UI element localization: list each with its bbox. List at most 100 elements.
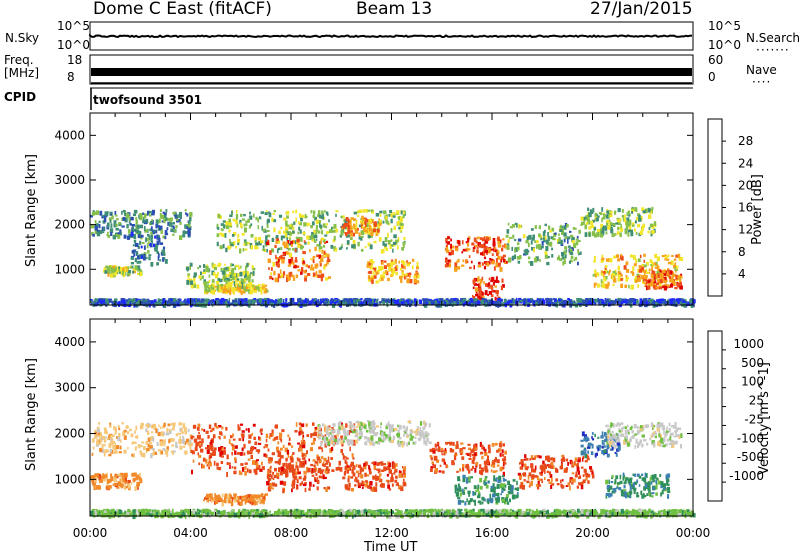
power-cell — [148, 254, 151, 256]
power-cell — [247, 284, 249, 287]
power-cell — [643, 278, 645, 281]
power-cell — [132, 250, 135, 253]
power-cell — [115, 272, 117, 276]
power-cell — [534, 258, 537, 263]
power-cell — [151, 226, 153, 230]
velocity-cell — [403, 425, 406, 429]
velocity-cell — [293, 474, 296, 478]
power-cell — [280, 227, 282, 229]
velocity-cell — [355, 440, 358, 444]
power-cell — [383, 210, 386, 214]
velocity-cell — [179, 446, 182, 450]
power-cell — [188, 232, 191, 237]
power-cell — [511, 247, 513, 251]
velocity-cell — [348, 476, 350, 479]
power-cell — [232, 234, 235, 237]
power-cell — [197, 267, 199, 269]
power-cell — [396, 210, 399, 214]
power-cell — [576, 241, 579, 245]
power-cell — [635, 220, 637, 223]
velocity-cell — [373, 422, 375, 424]
power-cell — [657, 256, 660, 261]
velocity-cell — [136, 435, 138, 439]
power-cell — [327, 213, 329, 216]
power-cell — [161, 215, 164, 220]
power-ytick-label: 2000 — [54, 218, 85, 232]
velocity-cell — [339, 421, 341, 425]
power-cell — [417, 262, 419, 267]
velocity-cell — [389, 463, 391, 467]
velocity-cell — [240, 463, 243, 466]
power-cell — [94, 212, 97, 215]
power-cell — [194, 272, 197, 276]
power-cell — [516, 223, 518, 228]
power-cell — [348, 234, 350, 237]
power-cell — [353, 226, 355, 229]
velocity-cell — [408, 421, 411, 424]
velocity-cell — [272, 452, 275, 455]
velocity-cell — [234, 500, 237, 503]
power-cell — [580, 252, 582, 255]
power-cell — [305, 270, 307, 272]
velocity-cell — [203, 458, 206, 462]
power-cell — [447, 237, 450, 239]
velocity-cell — [175, 446, 178, 449]
velocity-cell — [127, 447, 129, 450]
power-cell — [617, 231, 620, 235]
power-cell — [593, 274, 596, 277]
power-cell — [316, 271, 318, 275]
power-cell — [187, 276, 189, 279]
velocity-cell — [319, 476, 322, 479]
power-cell — [535, 225, 537, 229]
power-cell — [237, 243, 239, 246]
velocity-cell — [143, 454, 145, 458]
velocity-cell — [352, 453, 354, 457]
power-cell — [245, 267, 247, 272]
power-cell — [293, 277, 295, 281]
power-cell — [549, 230, 552, 233]
power-cell — [376, 213, 379, 217]
velocity-cell — [282, 463, 285, 467]
power-cell — [407, 299, 410, 301]
power-cell — [648, 214, 651, 219]
velocity-cell — [153, 424, 156, 428]
power-cell — [278, 274, 280, 279]
power-cell — [217, 233, 220, 237]
power-cell — [593, 260, 596, 263]
power-cell — [300, 217, 303, 221]
velocity-cell — [103, 479, 106, 482]
velocity-cell — [311, 468, 313, 472]
power-cell — [375, 271, 377, 275]
power-cell — [630, 232, 633, 236]
power-cell — [224, 264, 226, 266]
velocity-cell — [300, 444, 302, 448]
power-cell — [222, 271, 225, 275]
velocity-cell — [155, 452, 158, 455]
velocity-cell — [184, 427, 187, 432]
velocity-cell — [209, 425, 212, 430]
velocity-cell — [310, 464, 313, 466]
velocity-cell — [355, 435, 358, 438]
power-cell — [130, 299, 133, 302]
power-cell — [594, 269, 596, 274]
power-cell — [244, 244, 246, 247]
velocity-cell — [222, 494, 224, 498]
power-cell — [567, 239, 569, 244]
velocity-cell — [402, 443, 404, 448]
power-cell — [384, 243, 387, 246]
power-cell — [321, 250, 323, 254]
velocity-cell — [246, 495, 248, 498]
velocity-cell — [285, 470, 288, 473]
power-cell — [446, 247, 449, 251]
power-cell — [613, 284, 615, 287]
power-cell — [602, 217, 605, 220]
power-cell — [141, 255, 143, 259]
velocity-cell — [289, 437, 291, 441]
power-cell — [269, 250, 272, 255]
velocity-cell — [249, 469, 252, 473]
power-cell — [302, 251, 306, 254]
power-cell — [317, 275, 321, 279]
power-cell — [648, 280, 651, 283]
velocity-cell — [171, 423, 174, 426]
power-cell — [94, 302, 97, 306]
